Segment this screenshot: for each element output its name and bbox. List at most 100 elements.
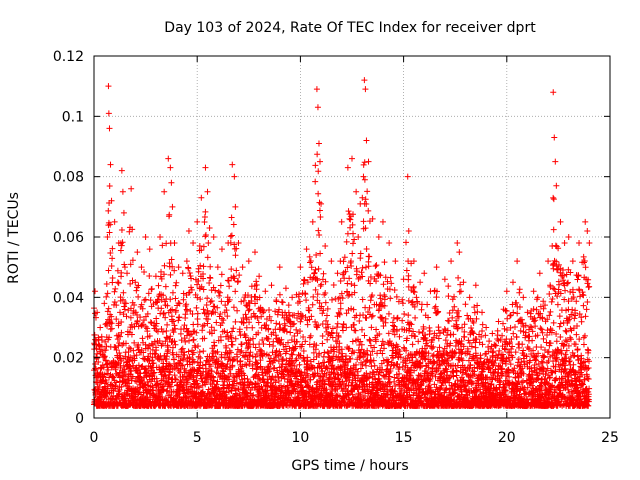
data-point — [294, 338, 301, 345]
data-point — [194, 218, 201, 225]
data-point — [194, 310, 201, 317]
data-point — [312, 318, 319, 325]
data-point — [310, 356, 317, 363]
data-point — [195, 384, 202, 391]
data-point — [235, 278, 242, 285]
data-point — [325, 323, 332, 330]
data-point — [323, 312, 330, 319]
data-point — [168, 339, 175, 346]
data-point — [200, 275, 207, 282]
data-point — [317, 213, 324, 220]
data-point — [273, 320, 280, 327]
data-point — [253, 278, 260, 285]
data-point — [305, 304, 312, 311]
data-point — [265, 326, 272, 333]
data-point — [109, 275, 116, 282]
data-point — [252, 293, 259, 300]
data-point — [127, 280, 134, 287]
data-point — [316, 199, 323, 206]
data-point — [192, 344, 199, 351]
data-point — [433, 264, 440, 271]
data-point — [170, 318, 177, 325]
data-point — [190, 337, 197, 344]
data-point — [266, 306, 273, 313]
data-point — [140, 349, 147, 356]
data-point — [198, 194, 205, 201]
data-point — [165, 374, 172, 381]
data-point — [223, 393, 230, 400]
data-point — [129, 226, 136, 233]
data-point — [214, 378, 221, 385]
data-point — [228, 266, 235, 273]
data-point — [199, 327, 206, 334]
data-point — [201, 322, 208, 329]
data-point — [316, 207, 323, 214]
data-point — [242, 332, 249, 339]
data-point — [194, 380, 201, 387]
data-point — [108, 313, 115, 320]
data-point — [226, 354, 233, 361]
data-point — [315, 227, 322, 234]
data-point — [489, 330, 496, 337]
data-point — [309, 218, 316, 225]
data-point — [235, 240, 242, 247]
data-point — [208, 297, 215, 304]
data-point — [104, 370, 111, 377]
data-point — [312, 286, 319, 293]
data-point — [224, 329, 231, 336]
data-point — [287, 329, 294, 336]
data-point — [103, 343, 110, 350]
data-point — [92, 360, 99, 367]
data-point — [312, 178, 319, 185]
data-point — [295, 291, 302, 298]
data-point — [207, 275, 214, 282]
data-point — [273, 298, 280, 305]
data-point — [324, 336, 331, 343]
data-point — [270, 365, 277, 372]
data-point — [242, 311, 249, 318]
data-point — [329, 296, 336, 303]
data-point — [255, 371, 262, 378]
data-point — [175, 317, 182, 324]
data-point — [375, 234, 382, 240]
data-point — [466, 294, 473, 301]
data-point — [228, 338, 235, 345]
data-point — [254, 380, 261, 387]
data-point — [117, 333, 124, 340]
data-point — [296, 361, 303, 368]
data-point — [224, 313, 231, 320]
data-point — [289, 294, 296, 301]
data-point — [115, 280, 122, 287]
data-point — [234, 307, 241, 314]
data-point — [92, 310, 99, 317]
data-point — [102, 347, 109, 354]
data-point — [153, 347, 160, 354]
data-point — [162, 338, 169, 345]
data-point — [582, 218, 589, 225]
data-point — [157, 310, 164, 317]
data-point — [241, 372, 248, 379]
data-point — [146, 332, 153, 339]
data-point — [315, 190, 322, 197]
data-point — [179, 270, 186, 277]
data-point — [312, 162, 319, 169]
data-point — [129, 277, 136, 284]
data-point — [210, 234, 217, 240]
data-point — [210, 374, 217, 381]
data-point — [223, 389, 230, 396]
data-point — [103, 379, 110, 386]
data-point — [123, 390, 130, 397]
data-point — [165, 346, 172, 353]
data-point — [269, 373, 276, 380]
data-point — [104, 290, 111, 297]
data-point — [302, 338, 309, 345]
data-point — [300, 387, 307, 394]
data-point — [349, 155, 355, 162]
data-point — [359, 194, 366, 201]
data-point — [338, 218, 345, 225]
data-point — [118, 242, 125, 249]
data-point — [322, 299, 329, 306]
data-point — [225, 277, 232, 284]
data-point — [160, 292, 167, 299]
data-point — [197, 359, 204, 366]
